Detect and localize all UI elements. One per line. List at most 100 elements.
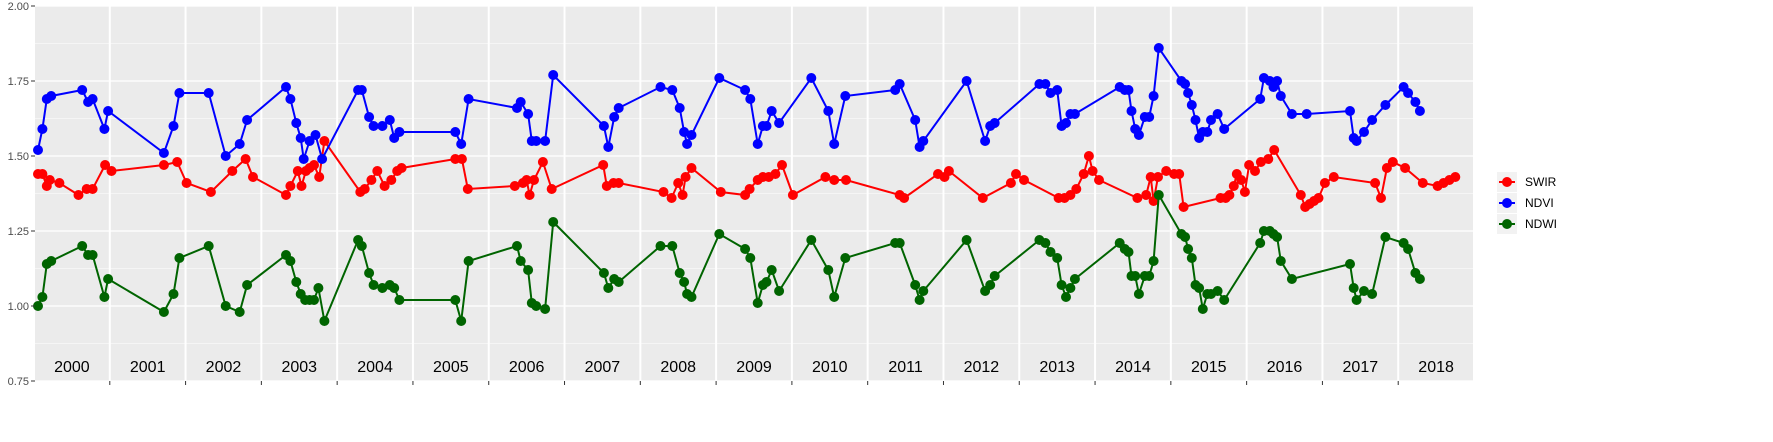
swir-point xyxy=(673,178,684,188)
swir-point xyxy=(899,193,910,203)
y-tick-label: 2.00 xyxy=(8,1,29,13)
swir-point xyxy=(87,184,98,194)
ndwi-point xyxy=(515,256,526,266)
swir-point xyxy=(1005,178,1016,188)
ndvi-point xyxy=(840,91,851,101)
ndvi-point xyxy=(1212,109,1223,119)
ndwi-point xyxy=(368,280,379,290)
ndwi-point xyxy=(1212,286,1223,296)
ndvi-point xyxy=(655,82,666,92)
ndvi-point xyxy=(384,115,395,125)
ndvi-point xyxy=(46,91,57,101)
swir-point xyxy=(680,172,691,182)
ndvi-point xyxy=(598,121,609,131)
swir-point xyxy=(396,163,407,173)
ndvi-point xyxy=(682,139,693,149)
ndwi-point xyxy=(989,271,1000,281)
swir-point xyxy=(770,169,781,179)
ndvi-point xyxy=(761,121,772,131)
swir-point xyxy=(744,184,755,194)
ndwi-point xyxy=(77,241,88,251)
ndwi-point xyxy=(168,289,179,299)
swir-point xyxy=(1083,151,1094,161)
year-label: 2017 xyxy=(1343,359,1379,376)
swir-point xyxy=(598,160,609,170)
ndwi-point xyxy=(309,295,319,305)
ndvi-point xyxy=(1144,112,1155,122)
swir-point xyxy=(613,178,624,188)
ndvi-point xyxy=(1123,85,1134,95)
ndvi-point xyxy=(1206,115,1216,125)
ndvi-point xyxy=(1286,109,1297,119)
ndwi-point xyxy=(220,301,231,311)
swir-point xyxy=(240,154,251,164)
ndwi-point xyxy=(174,253,185,263)
swir-point xyxy=(1087,166,1098,176)
ndvi-point xyxy=(242,115,253,125)
year-label: 2006 xyxy=(509,359,545,376)
ndwi-point xyxy=(655,241,666,251)
swir-point xyxy=(1019,175,1029,185)
ndvi-point xyxy=(1380,100,1391,110)
ndwi-point xyxy=(87,250,98,260)
ndwi-point xyxy=(1061,292,1071,302)
swir-point xyxy=(456,154,467,164)
ndvi-point xyxy=(674,103,685,113)
ndvi-point xyxy=(234,139,245,149)
ndwi-point xyxy=(1123,247,1134,257)
swir-point xyxy=(977,193,988,203)
ndwi-point xyxy=(394,295,405,305)
swir-point xyxy=(521,175,532,185)
swir-point xyxy=(462,184,473,194)
swir-point xyxy=(181,178,192,188)
swir-point xyxy=(787,190,798,200)
ndvi-point xyxy=(515,97,526,107)
ndwi-point xyxy=(103,274,114,284)
swir-point xyxy=(292,166,303,176)
ndwi-point xyxy=(1180,232,1191,242)
swir-point xyxy=(1236,175,1247,185)
series-layer xyxy=(33,43,1461,326)
ndvi-point xyxy=(1183,88,1194,98)
year-label: 2005 xyxy=(433,359,469,376)
ndvi-point xyxy=(745,94,756,104)
ndvi-point xyxy=(1219,124,1230,134)
ndvi-point xyxy=(1148,91,1159,101)
ndvi-point xyxy=(394,127,405,137)
ndvi-point xyxy=(1345,106,1355,116)
ndwi-point xyxy=(1045,247,1056,257)
ndvi-point xyxy=(752,139,763,149)
ndvi-point xyxy=(774,118,785,128)
swir-point xyxy=(1370,178,1381,188)
swir-point xyxy=(73,190,84,200)
ndvi-point xyxy=(531,136,542,146)
ndwi-point xyxy=(389,283,400,293)
swir-point xyxy=(686,163,697,173)
swir-point xyxy=(319,136,330,146)
swir-point xyxy=(820,172,831,182)
swir-legend-label: SWIR xyxy=(1525,175,1557,189)
ndwi-point xyxy=(840,253,851,263)
swir-point xyxy=(1295,190,1306,200)
ndvi-point xyxy=(829,139,840,149)
swir-point xyxy=(1313,193,1324,203)
swir-point xyxy=(205,187,216,197)
ndwi-point xyxy=(1380,232,1391,242)
year-label: 2018 xyxy=(1418,359,1454,376)
year-label: 2013 xyxy=(1039,359,1075,376)
swir-point xyxy=(1417,178,1428,188)
ndwi-point xyxy=(1197,304,1208,314)
ndwi-point xyxy=(1414,274,1425,284)
swir-point xyxy=(366,175,377,185)
swir-point xyxy=(227,166,238,176)
y-tick-label: 0.75 xyxy=(8,376,29,388)
ndwi-point xyxy=(1130,271,1141,281)
ndwi-point xyxy=(894,238,905,248)
swir-point xyxy=(1153,172,1163,182)
ndwi-point xyxy=(203,241,214,251)
ndvi-point xyxy=(609,112,620,122)
ndwi-point xyxy=(285,256,296,266)
ndwi-point xyxy=(1183,244,1194,254)
ndwi-point xyxy=(766,265,777,275)
ndwi-point xyxy=(99,292,110,302)
